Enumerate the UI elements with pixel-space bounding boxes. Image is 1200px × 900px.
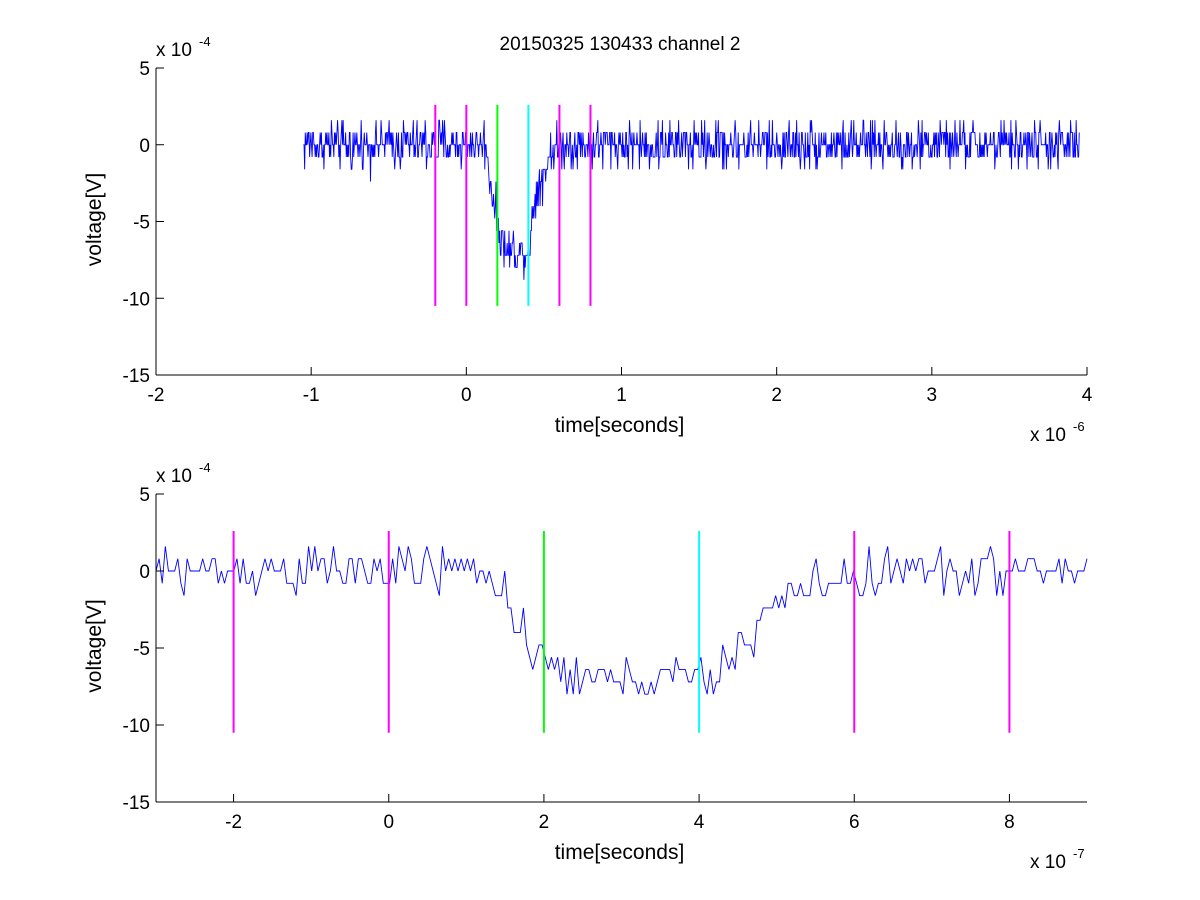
y-scale-factor: x 10 (156, 466, 192, 487)
x-scale-exponent: -7 (1073, 846, 1085, 861)
x-axis-label: time[seconds] (555, 414, 685, 437)
y-tick-label: 0 (139, 136, 150, 157)
x-scale-factor: x 10 (1030, 425, 1066, 446)
x-scale-exponent: -6 (1073, 419, 1085, 434)
y-scale-exponent: -4 (199, 34, 211, 49)
x-tick-label: -2 (148, 385, 165, 406)
x-tick-label: 3 (927, 385, 938, 406)
y-tick-label: 5 (139, 485, 150, 506)
x-axis-label: time[seconds] (555, 841, 685, 864)
y-tick-label: -10 (123, 716, 150, 737)
bottom-subplot: -2 0 2 4 6 8 -15 -10 -5 0 5 time[seconds] voltage[V]… (83, 460, 1088, 873)
x-tick-label: 0 (461, 385, 472, 406)
y-axis-label: voltage[V] (83, 599, 106, 692)
x-tick-label: 1 (616, 385, 627, 406)
x-tick-label: 0 (383, 812, 394, 833)
y-tick-label: -15 (123, 366, 150, 387)
x-tick-label: 8 (1004, 812, 1015, 833)
x-tick-label: 4 (1082, 385, 1093, 406)
x-tick-label: -1 (303, 385, 320, 406)
signal-trace (303, 119, 1080, 280)
x-tick-label: 6 (849, 812, 860, 833)
top-subplot: -2 -1 0 1 2 3 4-15-10-505time[seconds]voltage[… (83, 34, 1093, 446)
y-tick-label: -5 (133, 213, 150, 234)
y-scale-factor: x 10 (156, 40, 192, 61)
y-scale-exponent: -4 (199, 460, 211, 475)
x-tick-label: 4 (694, 812, 705, 833)
y-tick-label: -10 (123, 289, 150, 310)
figure-title: 20150325 130433 channel 2 (500, 34, 741, 55)
y-axis-label: voltage[V] (83, 173, 106, 266)
y-tick-label: -5 (133, 639, 150, 660)
signal-trace (155, 546, 1088, 695)
y-tick-label: -15 (123, 793, 150, 814)
x-scale-factor: x 10 (1030, 852, 1066, 873)
y-tick-label: 0 (139, 562, 150, 583)
x-tick-label: 2 (771, 385, 782, 406)
x-tick-label: -2 (225, 812, 242, 833)
y-tick-label: 5 (139, 59, 150, 80)
x-tick-label: 2 (539, 812, 550, 833)
